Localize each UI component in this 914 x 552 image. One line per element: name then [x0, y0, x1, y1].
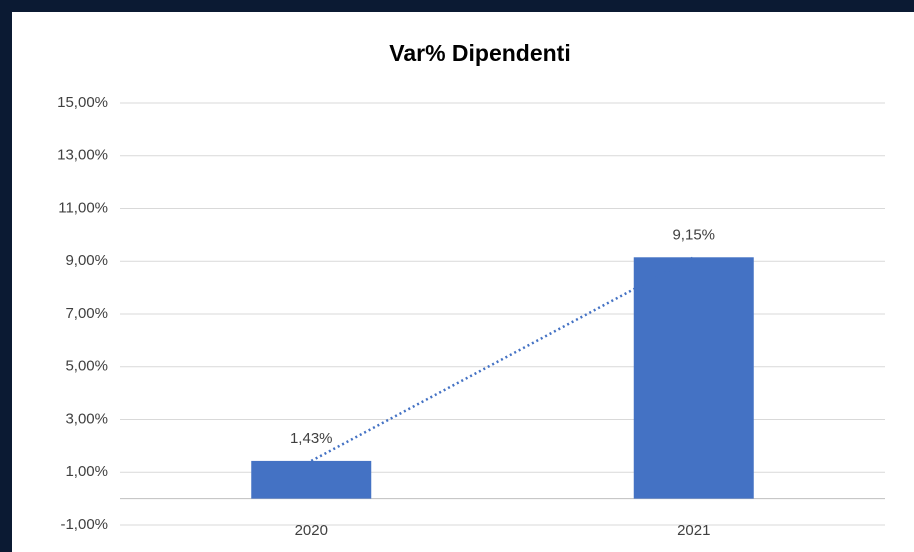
- chart-area: [12, 12, 914, 552]
- data-label: 9,15%: [672, 226, 715, 243]
- y-tick-label: 1,00%: [65, 463, 108, 480]
- y-tick-label: 15,00%: [57, 94, 108, 111]
- bar: [633, 257, 754, 499]
- chart-title: Var% Dipendenti: [389, 40, 570, 66]
- data-label: 1,43%: [290, 430, 333, 447]
- x-tick-label: 2021: [677, 522, 710, 539]
- y-tick-label: 7,00%: [65, 305, 108, 322]
- x-tick-label: 2020: [295, 522, 328, 539]
- y-tick-label: 13,00%: [57, 147, 108, 164]
- y-tick-label: -1,00%: [60, 516, 108, 533]
- y-tick-label: 11,00%: [58, 199, 108, 216]
- bar: [251, 460, 372, 499]
- trendline: [310, 256, 695, 463]
- y-tick-label: 9,00%: [65, 252, 108, 269]
- y-tick-label: 5,00%: [65, 358, 108, 375]
- y-tick-label: 3,00%: [65, 410, 108, 427]
